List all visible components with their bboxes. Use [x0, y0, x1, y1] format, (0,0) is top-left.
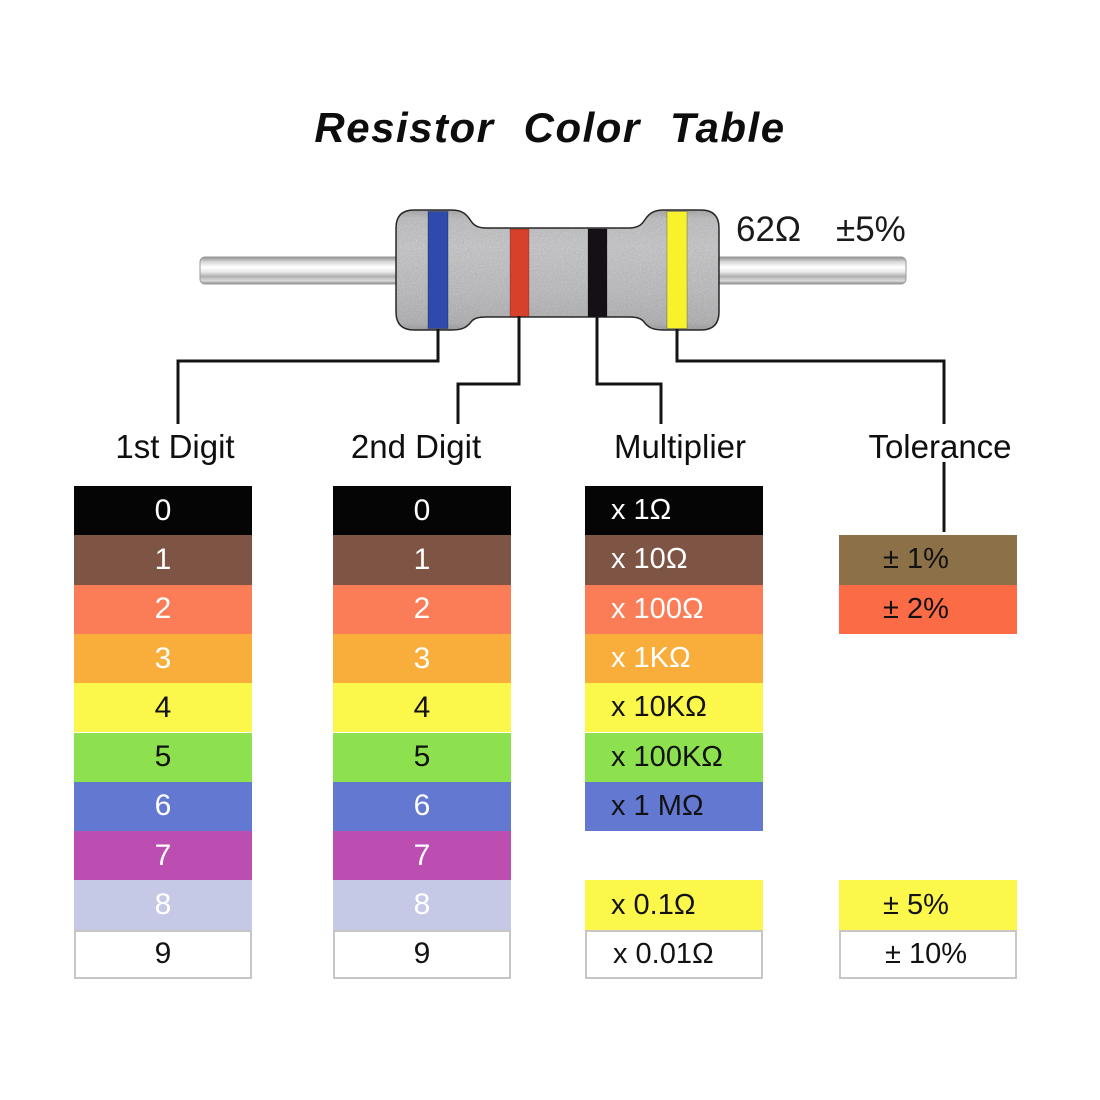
color-row: 4	[333, 683, 511, 733]
band-black	[587, 228, 608, 317]
color-row: 6	[333, 781, 511, 832]
color-row: 2	[333, 584, 511, 634]
color-row: 8	[74, 880, 252, 930]
color-row: 1	[333, 535, 511, 585]
resistor-diagram: 62Ω ±5%	[176, 209, 946, 532]
color-row: 5	[74, 732, 252, 782]
column-header-2nd-digit: 2nd Digit	[350, 428, 482, 465]
color-row: x 0.01Ω	[585, 929, 763, 979]
color-row: 7	[74, 831, 252, 881]
color-row: 0	[74, 486, 252, 536]
color-row: ± 1%	[839, 535, 1017, 585]
color-row: x 100KΩ	[585, 732, 763, 782]
column-header-1st-digit: 1st Digit	[115, 428, 235, 465]
color-row: x 1Ω	[585, 486, 763, 536]
resistor-body-grain	[396, 210, 719, 330]
color-row: x 1 MΩ	[585, 781, 763, 832]
color-row: 3	[333, 633, 511, 684]
tolerance-column: ± 1% ± 2% ± 5% ± 10%	[839, 486, 1017, 979]
band-yellow	[666, 211, 688, 329]
color-row: x 100Ω	[585, 584, 763, 634]
color-row: 4	[74, 683, 252, 733]
color-row: x 1KΩ	[585, 633, 763, 684]
connector-lines	[176, 316, 946, 532]
color-row: x 10Ω	[585, 535, 763, 585]
color-row: 8	[333, 880, 511, 930]
color-row: x 10KΩ	[585, 683, 763, 733]
color-row: 9	[74, 929, 252, 979]
color-row: ± 5%	[839, 880, 1017, 930]
color-row: 2	[74, 584, 252, 634]
color-row: 6	[74, 781, 252, 832]
color-row: x 0.1Ω	[585, 880, 763, 930]
multiplier-column: x 1Ω x 10Ω x 100Ω x 1KΩ x 10KΩ x 100KΩ x 1 MΩ x…	[585, 486, 763, 979]
band-red	[509, 228, 530, 317]
resistor-lead-left	[199, 256, 401, 285]
page-title: Resistor Color Table	[314, 104, 786, 151]
resistor-value-label: 62Ω	[736, 210, 801, 249]
resistor-lead-right	[715, 256, 907, 285]
color-row: ± 2%	[839, 584, 1017, 634]
color-row: 0	[333, 486, 511, 536]
band-blue	[427, 211, 449, 329]
color-row: 3	[74, 633, 252, 684]
column-header-tolerance: Tolerance	[868, 428, 1012, 465]
color-row: ± 10%	[839, 929, 1017, 979]
column-header-multiplier: Multiplier	[613, 428, 747, 465]
color-row: 1	[74, 535, 252, 585]
resistor-tolerance-label: ±5%	[836, 210, 906, 249]
color-row: 5	[333, 732, 511, 782]
color-row: 9	[333, 929, 511, 979]
color-row: 7	[333, 831, 511, 881]
